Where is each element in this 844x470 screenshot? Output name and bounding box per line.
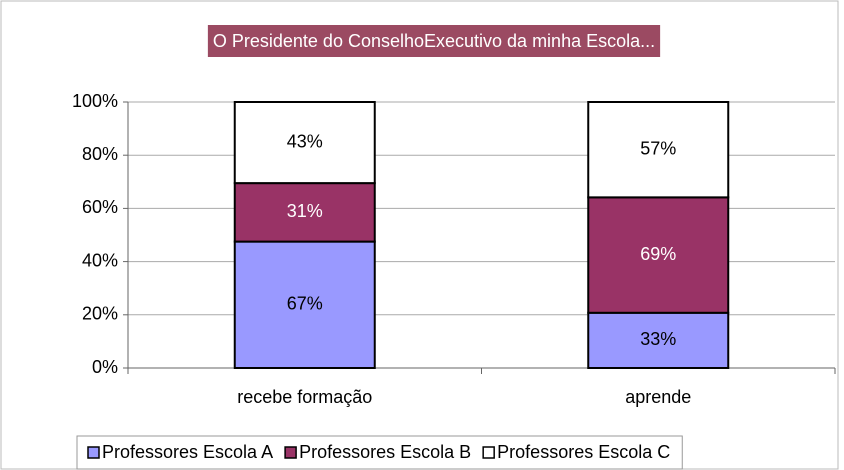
value-label: 69% — [640, 244, 676, 264]
bar-segment — [233, 240, 376, 370]
y-tick-label: 20% — [82, 304, 118, 324]
value-label: 43% — [287, 131, 323, 151]
value-label: 33% — [640, 329, 676, 349]
bar-segment — [587, 196, 730, 314]
bar-segment — [233, 182, 376, 243]
value-label: 67% — [287, 294, 323, 314]
legend-swatch — [87, 446, 100, 459]
chart-title: O Presidente do ConselhoExecutivo da min… — [213, 31, 655, 51]
y-tick-label: 0% — [92, 357, 118, 377]
legend-swatch — [284, 446, 297, 459]
y-tick-label: 40% — [82, 250, 118, 270]
bar-segment — [587, 311, 730, 369]
legend-label: Professores Escola C — [497, 442, 670, 462]
x-tick-label: recebe formação — [237, 387, 372, 407]
legend-swatch — [482, 446, 495, 459]
legend-label: Professores Escola B — [299, 442, 471, 462]
value-label: 57% — [640, 138, 676, 158]
bar-segment — [587, 101, 730, 199]
title-box — [207, 25, 661, 57]
bar-segment — [233, 101, 376, 185]
legend-box — [76, 435, 683, 470]
value-label: 31% — [287, 201, 323, 221]
y-tick-label: 60% — [82, 197, 118, 217]
legend-label: Professores Escola A — [102, 442, 273, 462]
y-tick-label: 100% — [72, 91, 118, 111]
x-tick-label: aprende — [625, 387, 691, 407]
y-tick-label: 80% — [82, 144, 118, 164]
